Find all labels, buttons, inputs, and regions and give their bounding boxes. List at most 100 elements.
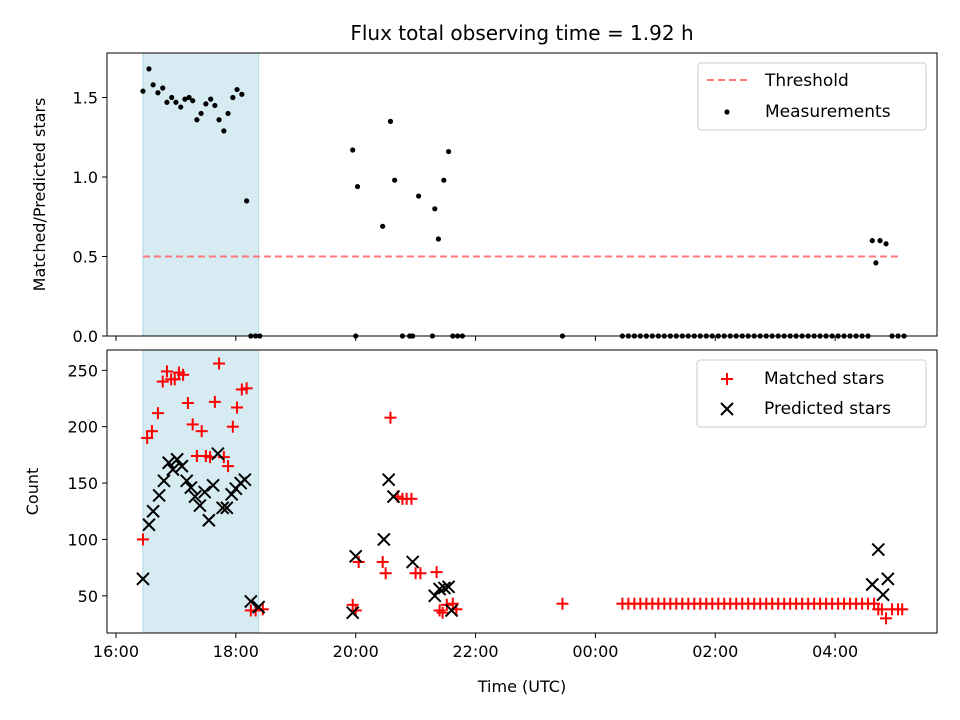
- bottom-xlabel: Time (UTC): [477, 677, 566, 696]
- predicted-star-marker: [202, 513, 216, 527]
- legend-matched-icon: [721, 373, 733, 385]
- matched-star-marker: [436, 606, 449, 619]
- matched-star-marker: [256, 603, 269, 616]
- predicted-star-marker: [428, 589, 442, 603]
- y-tick-label: 50: [78, 587, 98, 606]
- measurement-point: [234, 86, 240, 93]
- top-axes-frame: [106, 52, 938, 337]
- matched-star-marker: [168, 373, 181, 386]
- measurement-point: [178, 104, 184, 110]
- matched-star-marker: [177, 368, 190, 381]
- predicted-star-marker: [193, 498, 207, 513]
- x-tick-label: 16:00: [93, 642, 139, 661]
- measurement-point: [392, 177, 398, 183]
- measurement-point: [441, 177, 447, 183]
- matched-star-marker: [145, 425, 158, 438]
- predicted-star-marker: [197, 485, 212, 499]
- predicted-star-marker: [865, 577, 879, 592]
- measurement-point: [873, 260, 879, 266]
- measurement-point: [182, 96, 188, 102]
- matched-star-marker: [896, 603, 909, 616]
- measurement-point: [225, 110, 231, 117]
- y-tick-label: 100: [67, 530, 98, 549]
- predicted-star-marker: [157, 474, 171, 488]
- predicted-star-marker: [206, 478, 220, 493]
- measurement-point: [190, 98, 196, 104]
- measurement-point: [198, 110, 204, 117]
- predicted-star-marker: [179, 474, 194, 488]
- measurement-point: [239, 91, 245, 97]
- matched-star-marker: [346, 598, 359, 611]
- measurement-point: [350, 147, 356, 153]
- measurement-point: [221, 128, 227, 134]
- predicted-star-marker: [348, 549, 363, 564]
- predicted-star-marker: [136, 572, 150, 586]
- measurement-point: [416, 193, 422, 199]
- measurement-point: [173, 99, 179, 105]
- measurement-point: [203, 101, 209, 107]
- y-tick-label: 0.5: [73, 248, 98, 267]
- measurement-point: [194, 117, 200, 123]
- matched-star-marker: [186, 418, 199, 431]
- matched-star-marker: [156, 375, 169, 388]
- predicted-star-marker: [381, 472, 396, 487]
- matched-star-marker: [405, 492, 418, 505]
- predicted-star-marker: [876, 587, 890, 602]
- matched-star-marker: [195, 425, 208, 438]
- bottom-ylabel: Count: [23, 468, 42, 516]
- matched-star-marker: [213, 357, 226, 370]
- predicted-star-marker: [377, 532, 391, 547]
- bottom-panel: 50 100 150 200 250 16:00 18:00 20:00 22:00 00:00 0…: [23, 349, 938, 696]
- y-tick-label: 200: [67, 418, 98, 437]
- matched-star-marker: [414, 567, 427, 580]
- shaded-span-rect: [142, 52, 260, 337]
- measurement-point: [380, 223, 386, 229]
- measurement-point: [230, 94, 236, 101]
- matched-star-marker: [136, 533, 149, 546]
- matched-star-marker: [384, 411, 397, 424]
- measurement-point: [244, 198, 250, 204]
- measurement-point: [155, 90, 161, 96]
- y-tick-label: 150: [67, 474, 98, 493]
- predicted-star-marker: [345, 605, 360, 620]
- predicted-star-marker: [251, 600, 266, 614]
- predicted-star-marker: [220, 501, 234, 515]
- predicted-star-marker: [441, 580, 456, 594]
- matched-star-marker: [556, 597, 569, 610]
- x-tick-label: 02:00: [692, 642, 738, 661]
- x-tick-label: 00:00: [572, 642, 618, 661]
- matched-star-marker: [222, 460, 235, 473]
- legend-measurements-label: Measurements: [765, 102, 891, 122]
- predicted-star-marker: [184, 480, 198, 495]
- x-tick-label: 20:00: [333, 642, 379, 661]
- matched-star-marker: [433, 604, 446, 617]
- legend-matched-label: Matched stars: [764, 369, 884, 389]
- predicted-star-marker: [142, 518, 156, 532]
- bottom-data-points: [136, 357, 909, 625]
- figure-title: Flux total observing time = 1.92 h: [350, 21, 693, 45]
- measurement-point: [169, 94, 175, 101]
- predicted-star-marker: [166, 462, 180, 477]
- top-shaded-span: [142, 52, 260, 337]
- matched-star-marker: [430, 566, 443, 579]
- legend-predicted-label: Predicted stars: [764, 399, 891, 419]
- matched-star-marker: [226, 420, 239, 433]
- predicted-star-marker: [238, 472, 252, 487]
- matched-star-marker: [240, 382, 253, 395]
- measurement-point: [186, 94, 192, 101]
- predicted-star-marker: [405, 555, 420, 569]
- y-tick-label: 250: [67, 361, 98, 380]
- matched-star-marker: [231, 401, 244, 414]
- matched-star-marker: [379, 567, 392, 580]
- top-panel: 0.0 0.5 1.0 1.5 Matched/Predicted stars Thr…: [30, 52, 938, 346]
- measurement-point: [354, 183, 361, 190]
- top-axes: 0.0 0.5 1.0 1.5: [73, 89, 836, 346]
- predicted-star-marker: [170, 452, 184, 467]
- matched-star-marker: [376, 555, 389, 568]
- predicted-star-marker: [437, 581, 452, 595]
- measurement-point: [877, 238, 883, 244]
- top-legend: Threshold Measurements: [697, 62, 927, 131]
- matched-star-marker: [160, 365, 173, 378]
- y-tick-label: 1.5: [73, 89, 98, 108]
- x-tick-label: 18:00: [213, 642, 259, 661]
